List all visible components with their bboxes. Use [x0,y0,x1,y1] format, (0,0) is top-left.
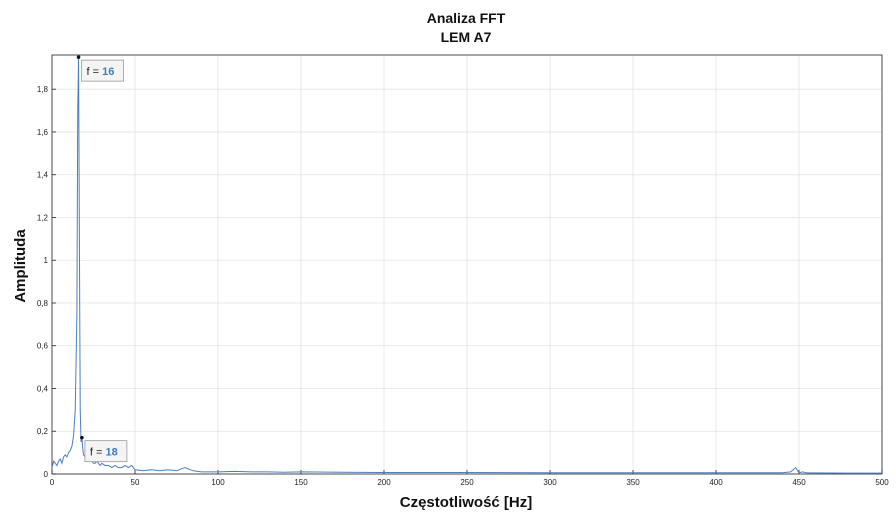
x-tick-label: 0 [50,478,55,487]
x-tick-label: 200 [377,478,391,487]
y-axis-label: Amplituda [12,229,29,303]
data-tips: f = 16 f = 18 [76,55,128,463]
x-tick-label: 250 [460,478,474,487]
grid [51,55,883,475]
data-tip-label: f = 16 [87,66,115,78]
x-tick-label: 300 [543,478,557,487]
data-tip: f = 16 [81,59,124,82]
y-tick-label: 1,4 [37,171,49,180]
x-tick-label: 500 [875,478,889,487]
x-tick-label: 150 [294,478,308,487]
y-tick-label: 1,2 [37,213,49,222]
x-axis-ticks: 0 50 100 150 200 250 300 350 400 450 500 [50,470,889,487]
y-tick-label: 0,2 [37,427,49,436]
x-tick-label: 100 [211,478,225,487]
chart-title: Analiza FFT [427,10,506,26]
x-tick-label: 350 [626,478,640,487]
y-tick-label: 1,6 [37,128,49,137]
data-tip-label: f = 18 [90,447,118,459]
chart-subtitle: LEM A7 [441,29,492,45]
x-tick-label: 400 [709,478,723,487]
x-tick-label: 450 [792,478,806,487]
y-tick-label: 1,8 [37,85,49,94]
data-tip: f = 18 [84,440,128,463]
y-tick-label: 1 [44,256,49,265]
data-tip-marker [80,435,84,440]
series-line-amplitude [51,57,882,474]
y-tick-label: 0,4 [37,384,49,393]
y-tick-label: 0,6 [37,342,49,351]
data-tip-box [84,440,128,463]
data-tip-value: 16 [102,66,114,78]
y-axis-ticks: 0 0,2 0,4 0,6 0,8 1 1,2 1,4 1,6 1,8 [37,85,56,479]
x-axis-label: Częstotliwość [Hz] [400,494,533,511]
y-tick-label: 0 [44,470,49,479]
data-tip-value: 18 [105,447,117,459]
y-tick-label: 0,8 [37,299,49,308]
x-tick-label: 50 [131,478,140,487]
data-tip-box [81,59,124,82]
data-tip-marker [76,55,81,59]
